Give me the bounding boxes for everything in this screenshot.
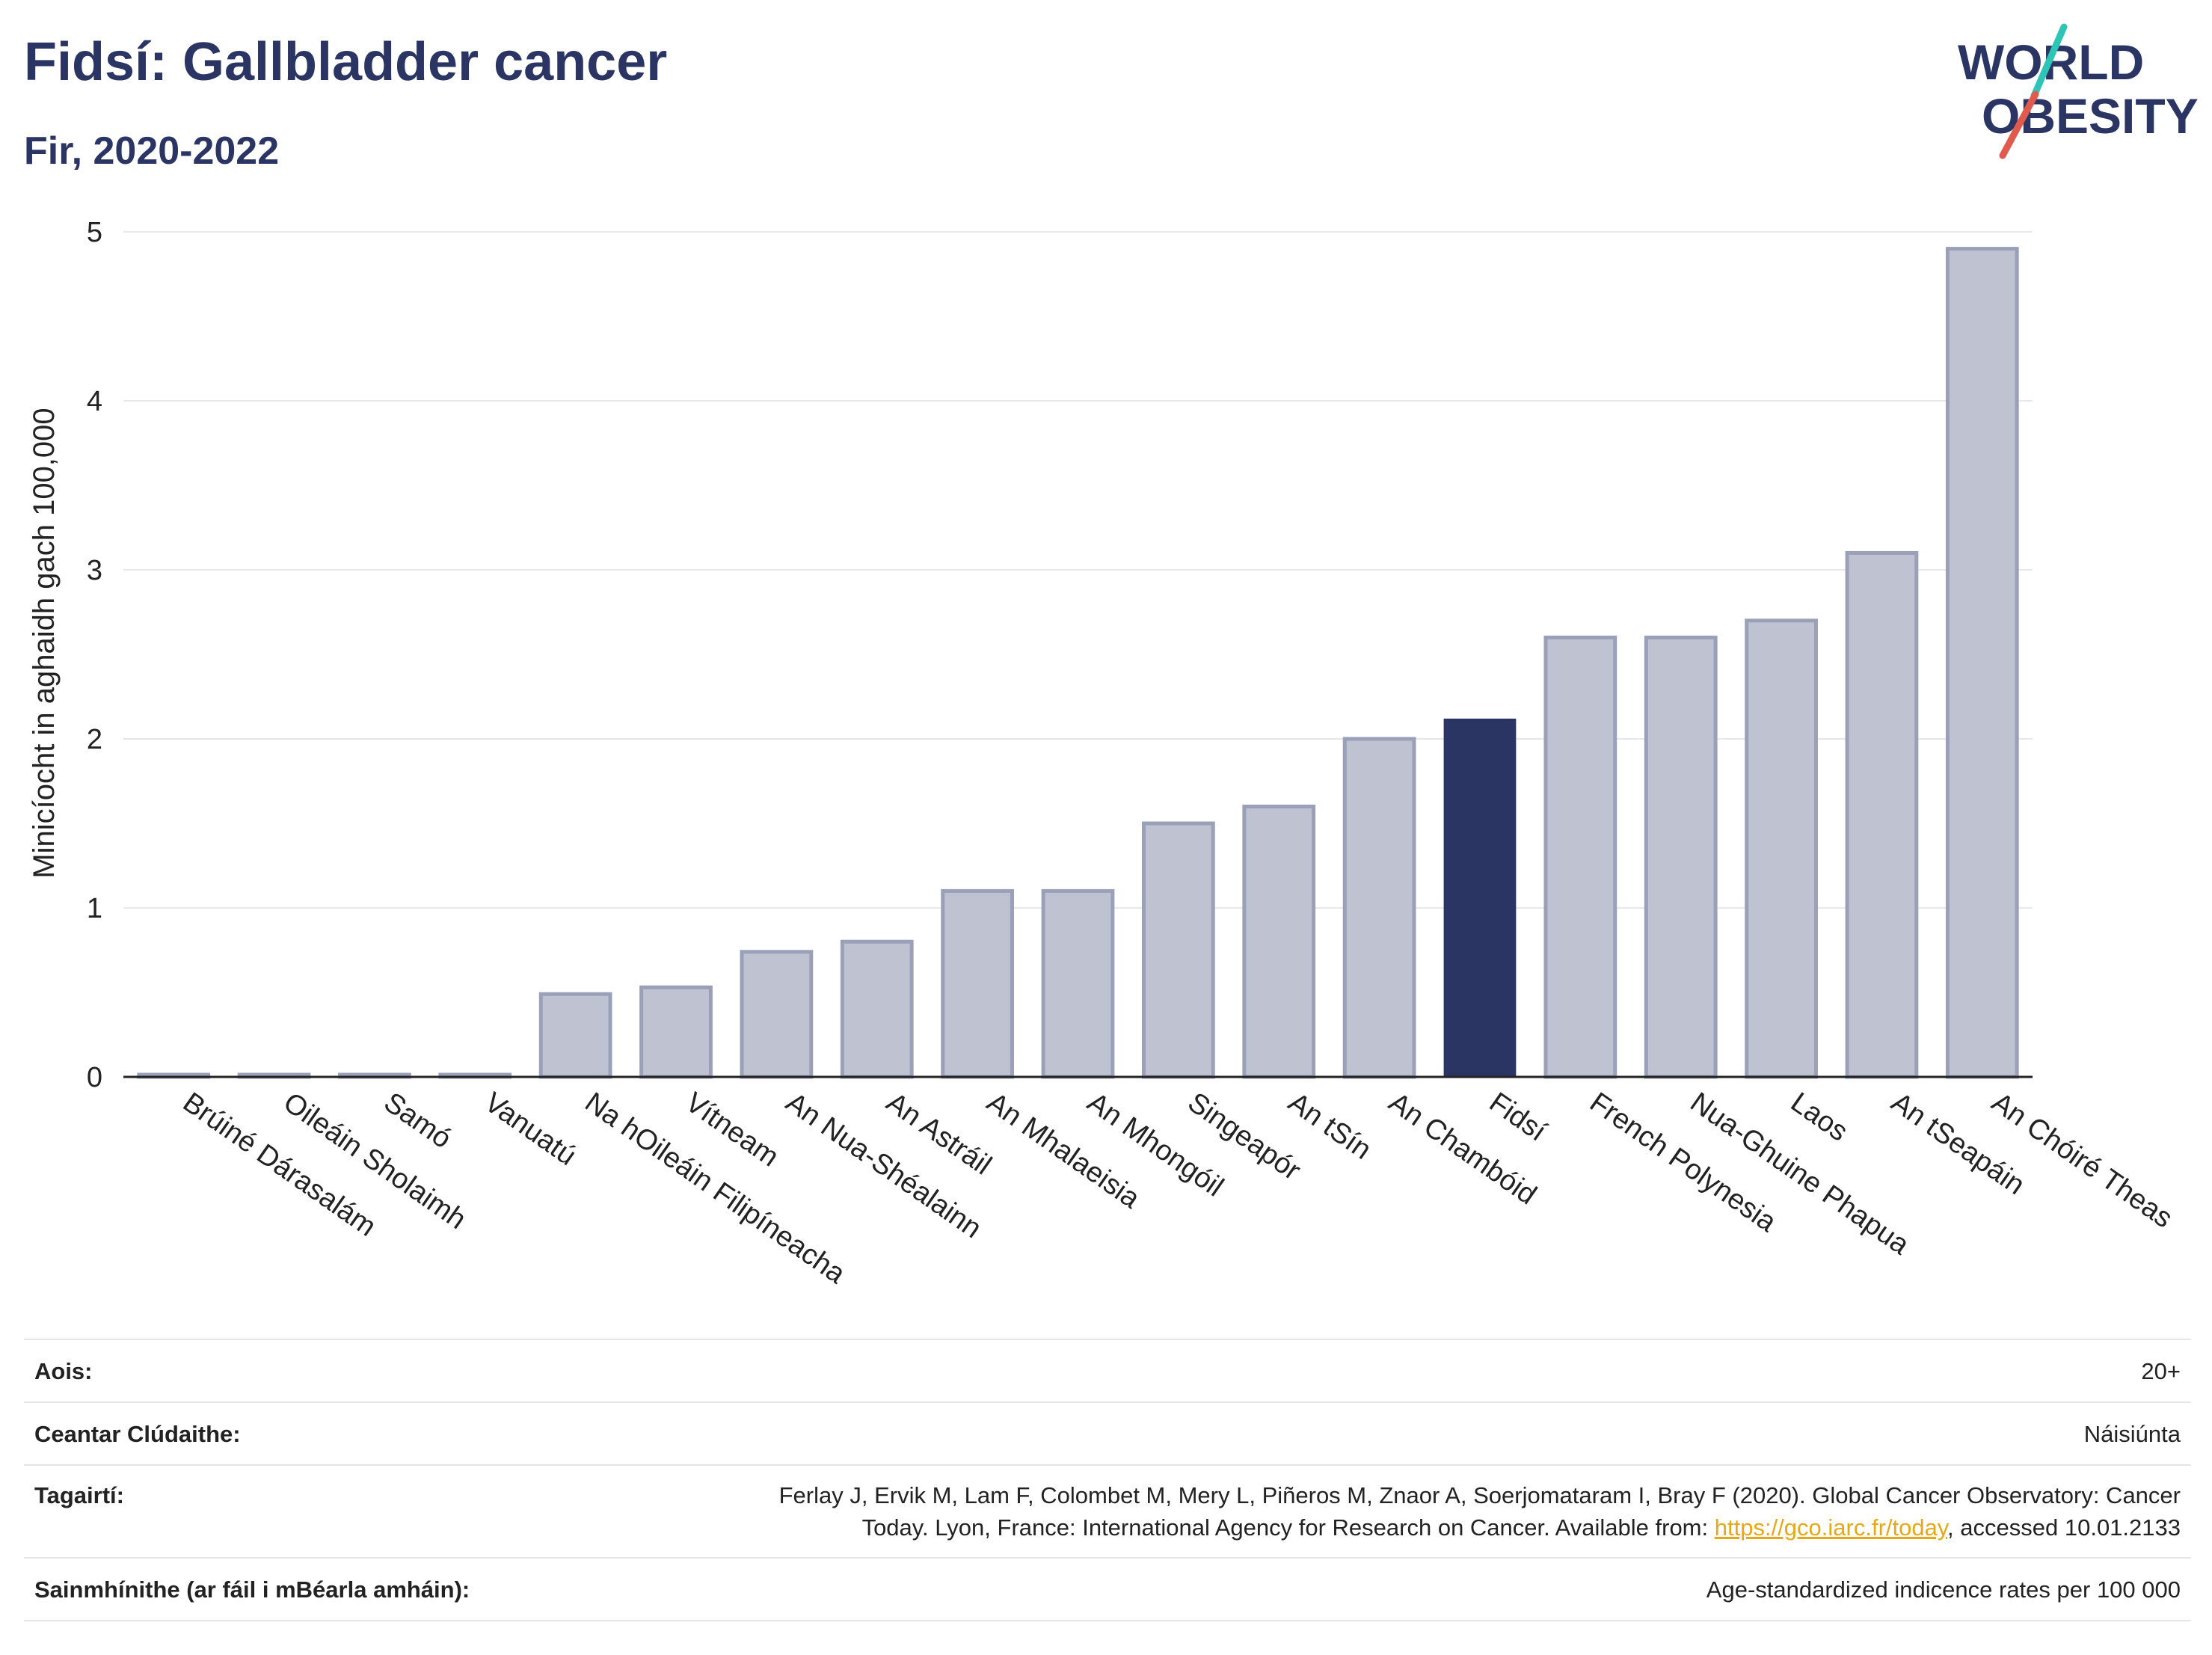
bar — [1041, 888, 1115, 1079]
bar — [1745, 618, 1818, 1079]
bar — [1945, 247, 2019, 1079]
y-tick-label: 2 — [87, 724, 102, 755]
bar — [1242, 804, 1316, 1079]
meta-row-coverage: Ceantar Clúdaithe: Náisiúnta — [24, 1401, 2191, 1466]
y-tick-label: 1 — [87, 893, 102, 924]
reference-line-1: Ferlay J, Ervik M, Lam F, Colombet M, Me… — [778, 1482, 2181, 1508]
page-subtitle: Fir, 2020-2022 — [24, 129, 280, 173]
x-category-label: Vanuatú — [479, 1087, 582, 1172]
bar — [1845, 550, 1919, 1079]
reference-link[interactable]: https://gco.iarc.fr/today — [1714, 1514, 1948, 1541]
y-tick-label: 5 — [87, 217, 102, 248]
bar — [941, 888, 1015, 1079]
meta-row-definitions: Sainmhínithe (ar fáil i mBéarla amháin):… — [24, 1557, 2191, 1621]
x-category-label: Samó — [378, 1087, 457, 1155]
x-category-label: An Chóiré Theas — [1986, 1087, 2178, 1235]
reference-line-2: Today. Lyon, France: International Agenc… — [779, 1511, 2181, 1544]
bar — [1141, 821, 1215, 1079]
meta-key-references: Tagairtí: — [34, 1482, 124, 1508]
x-category-label: Fidsí — [1484, 1087, 1552, 1148]
world-obesity-logo: WORLD OBESITY — [1958, 23, 2199, 159]
meta-value-coverage: Náisiúnta — [2083, 1421, 2181, 1447]
bar — [538, 992, 612, 1079]
bar — [1644, 635, 1718, 1079]
meta-bottom-border — [24, 1620, 2191, 1621]
bar — [1543, 635, 1617, 1079]
meta-value-references: Ferlay J, Ervik M, Lam F, Colombet M, Me… — [779, 1479, 2181, 1544]
meta-row-age: Aois: 20+ — [24, 1339, 2191, 1403]
x-category-label: Laos — [1785, 1087, 1854, 1148]
metadata-table: Aois: 20+ Ceantar Clúdaithe: Náisiúnta T… — [24, 1339, 2191, 1623]
meta-key-age: Aois: — [34, 1358, 93, 1384]
meta-row-references: Tagairtí: Ferlay J, Ervik M, Lam F, Colo… — [24, 1464, 2191, 1559]
meta-key-definitions: Sainmhínithe (ar fáil i mBéarla amháin): — [34, 1576, 470, 1603]
meta-key-coverage: Ceantar Clúdaithe: — [34, 1421, 241, 1447]
bar — [1342, 737, 1416, 1079]
page-title: Fidsí: Gallbladder cancer — [24, 32, 668, 92]
y-axis-title: Minicíocht in aghaidh gach 100,000 — [28, 408, 61, 878]
bar — [639, 985, 713, 1079]
y-tick-label: 4 — [87, 386, 102, 417]
bar — [840, 939, 914, 1079]
meta-value-age: 20+ — [2141, 1358, 2181, 1384]
bar-highlighted — [1443, 718, 1517, 1077]
reference-line-2-post: , accessed 10.01.2133 — [1947, 1514, 2181, 1541]
y-tick-label: 3 — [87, 555, 102, 586]
logo-slash-teal — [2030, 23, 2068, 99]
reference-line-2-pre: Today. Lyon, France: International Agenc… — [861, 1514, 1715, 1541]
meta-value-definitions: Age-standardized indicence rates per 100… — [1706, 1576, 2181, 1603]
x-category-label: French Polynesia — [1584, 1087, 1782, 1238]
bar — [740, 950, 814, 1079]
logo-slash-red — [1999, 90, 2039, 159]
bar-layer — [137, 247, 2019, 1079]
y-tick-label: 0 — [87, 1062, 102, 1093]
